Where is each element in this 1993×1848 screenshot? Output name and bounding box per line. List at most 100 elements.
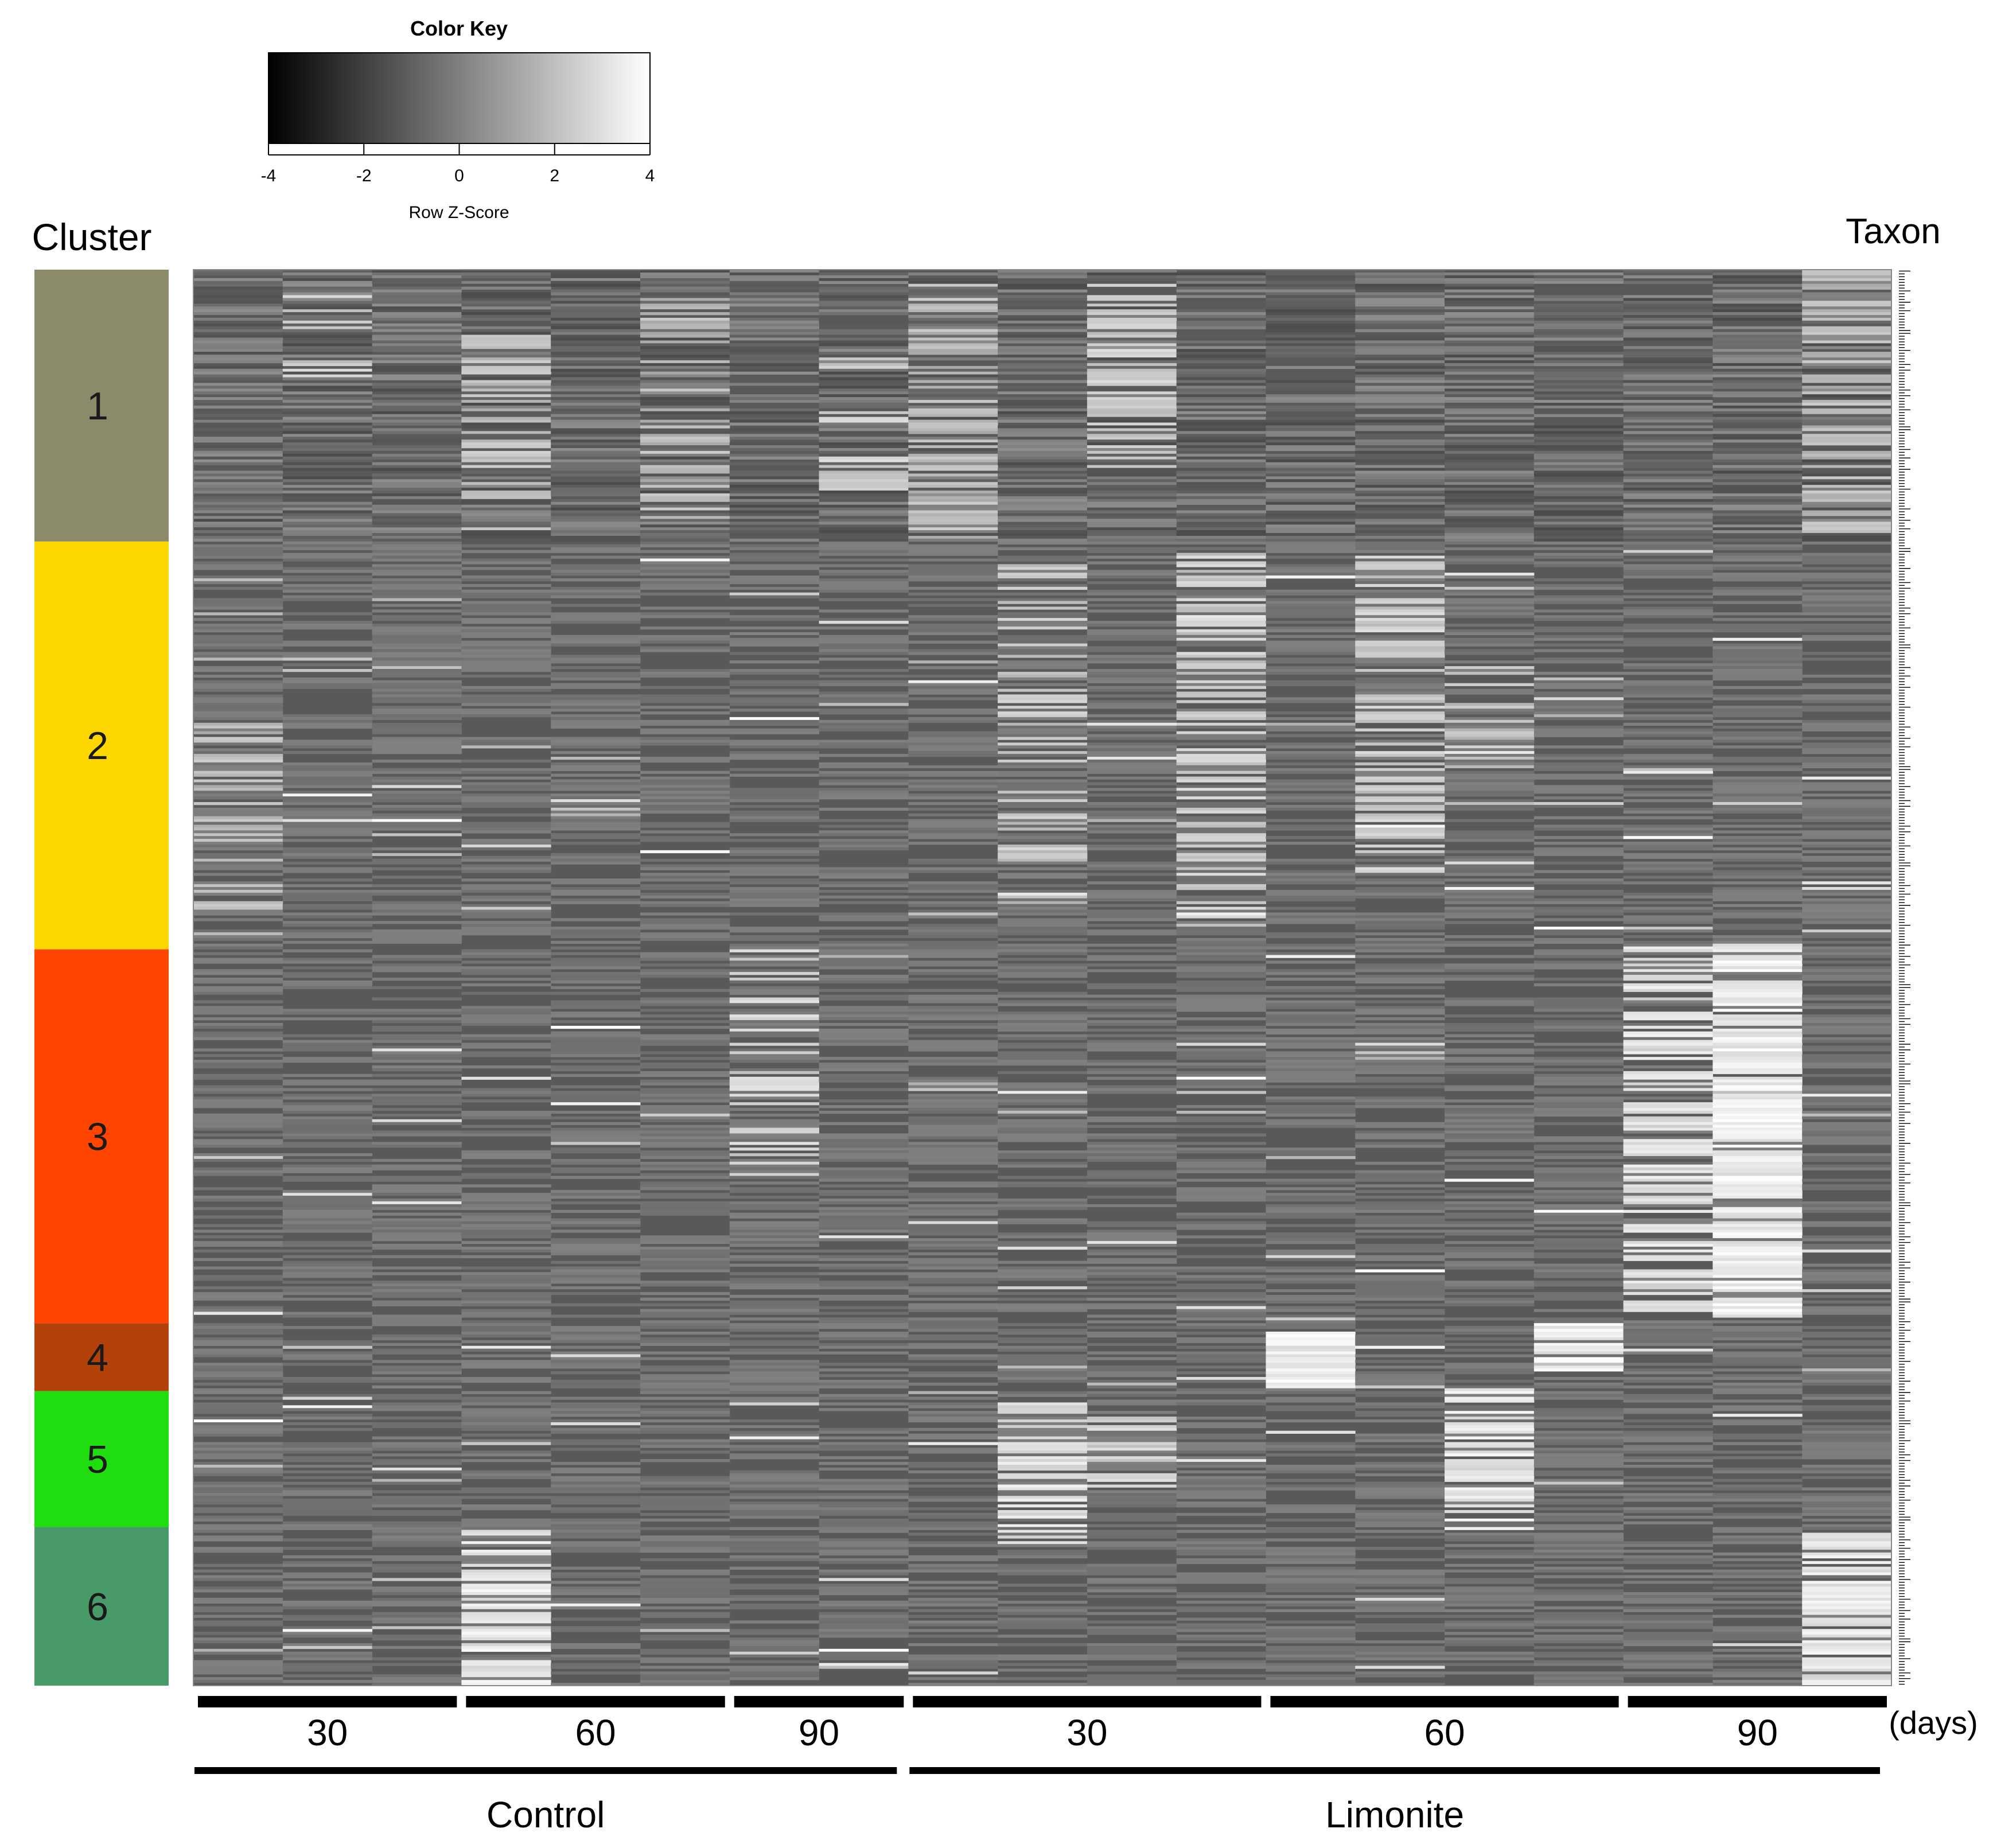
- heatmap-cell: [908, 861, 998, 865]
- heatmap-cell: [908, 326, 998, 329]
- heatmap-cell: [1087, 609, 1177, 613]
- heatmap-cell: [1355, 1000, 1445, 1003]
- heatmap-cell: [1176, 1450, 1266, 1454]
- heatmap-cell: [1087, 1108, 1177, 1111]
- heatmap-cell: [640, 1578, 730, 1581]
- heatmap-cell: [193, 1376, 283, 1380]
- heatmap-cell: [729, 626, 820, 630]
- heatmap-cell: [372, 1281, 462, 1284]
- heatmap-cell: [282, 1654, 373, 1658]
- heatmap-cell: [193, 581, 283, 585]
- heatmap-cell: [729, 312, 820, 316]
- heatmap-cell: [729, 1079, 820, 1083]
- heatmap-cell: [1355, 561, 1445, 565]
- heatmap-cell: [819, 465, 909, 468]
- heatmap-cell: [1176, 810, 1266, 814]
- heatmap-cell: [1087, 703, 1177, 706]
- heatmap-cell: [551, 352, 641, 355]
- heatmap-cell: [1087, 1028, 1177, 1032]
- heatmap-cell: [193, 485, 283, 488]
- heatmap-cell: [819, 501, 909, 505]
- heatmap-cell: [461, 1303, 551, 1306]
- heatmap-cell: [640, 312, 730, 316]
- heatmap-cell: [551, 417, 641, 420]
- heatmap-cell: [1087, 889, 1177, 893]
- heatmap-cell: [1176, 853, 1266, 857]
- heatmap-cell: [372, 558, 462, 562]
- heatmap-cell: [1176, 1224, 1266, 1227]
- heatmap-cell: [372, 1283, 462, 1287]
- heatmap-cell: [551, 349, 641, 352]
- heatmap-cell: [998, 445, 1088, 449]
- heatmap-cell: [1087, 1153, 1177, 1157]
- heatmap-cell: [729, 1221, 820, 1224]
- heatmap-cell: [908, 1125, 998, 1128]
- heatmap-cell: [461, 1215, 551, 1219]
- heatmap-cell: [1266, 1595, 1356, 1598]
- heatmap-cell: [461, 1680, 551, 1683]
- heatmap-cell: [1087, 1281, 1177, 1284]
- heatmap-cell: [1266, 431, 1356, 434]
- heatmap-cell: [372, 1133, 462, 1137]
- heatmap-cell: [282, 1153, 373, 1157]
- heatmap-cell: [1176, 1158, 1266, 1162]
- heatmap-cell: [1445, 737, 1535, 740]
- heatmap-cell: [1087, 660, 1177, 664]
- heatmap-cell: [461, 383, 551, 386]
- heatmap-cell: [998, 453, 1088, 457]
- heatmap-cell: [1355, 541, 1445, 545]
- heatmap-cell: [640, 1629, 730, 1632]
- heatmap-cell: [1176, 1003, 1266, 1006]
- heatmap-cell: [551, 1467, 641, 1471]
- heatmap-cell: [1355, 1275, 1445, 1278]
- heatmap-cell: [819, 1484, 909, 1488]
- heatmap-cell: [640, 1550, 730, 1553]
- heatmap-cell: [551, 1034, 641, 1037]
- heatmap-cell: [372, 493, 462, 497]
- heatmap-cell: [461, 1230, 551, 1233]
- heatmap-cell: [1266, 1156, 1356, 1160]
- heatmap-cell: [729, 709, 820, 712]
- heatmap-cell: [282, 958, 373, 961]
- color-key-xlabel: Row Z-Score: [408, 203, 509, 222]
- heatmap-cell: [282, 1224, 373, 1227]
- heatmap-cell: [1087, 1473, 1177, 1477]
- heatmap-cell: [193, 986, 283, 990]
- heatmap-cell: [640, 513, 730, 516]
- heatmap-cell: [729, 719, 820, 723]
- heatmap-cell: [1176, 422, 1266, 426]
- heatmap-cell: [461, 802, 551, 806]
- heatmap-cell: [998, 1235, 1088, 1239]
- heatmap-cell: [729, 867, 820, 870]
- heatmap-cell: [729, 1258, 820, 1261]
- heatmap-cell: [640, 1000, 730, 1003]
- heatmap-cell: [193, 785, 283, 788]
- heatmap-cell: [908, 1402, 998, 1406]
- heatmap-cell: [461, 445, 551, 449]
- heatmap-cell: [819, 479, 909, 483]
- heatmap-cell: [908, 904, 998, 907]
- heatmap-cell: [819, 609, 909, 613]
- heatmap-cell: [729, 496, 820, 500]
- heatmap-cell: [1087, 383, 1177, 386]
- heatmap-cell: [461, 329, 551, 332]
- heatmap-cell: [372, 1459, 462, 1462]
- heatmap-cell: [551, 725, 641, 729]
- heatmap-cell: [640, 1332, 730, 1335]
- heatmap-cell: [1266, 892, 1356, 896]
- heatmap-cell: [282, 298, 373, 301]
- heatmap-cell: [1266, 555, 1356, 559]
- heatmap-cell: [729, 422, 820, 426]
- heatmap-cell: [1266, 473, 1356, 477]
- heatmap-cell: [729, 756, 820, 760]
- heatmap-cell: [729, 683, 820, 686]
- heatmap-cell: [908, 782, 998, 785]
- heatmap-cell: [1445, 637, 1535, 641]
- heatmap-cell: [1176, 816, 1266, 819]
- heatmap-cell: [193, 1606, 283, 1610]
- heatmap-cell: [729, 309, 820, 313]
- heatmap-cell: [729, 972, 820, 975]
- heatmap-cell: [1176, 850, 1266, 854]
- heatmap-cell: [908, 414, 998, 417]
- heatmap-cell: [1266, 1255, 1356, 1258]
